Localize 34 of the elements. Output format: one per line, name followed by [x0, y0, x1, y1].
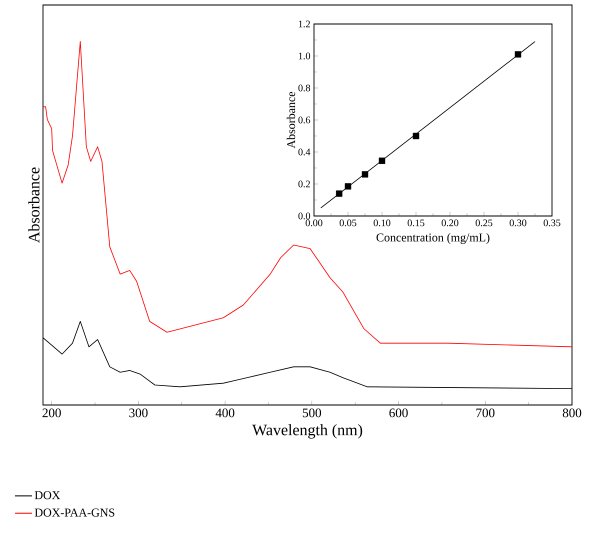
- y-tick-label: 1.2: [298, 20, 310, 28]
- y-axis-title: Absorbance: [28, 167, 40, 243]
- x-tick-label: 700: [476, 408, 494, 418]
- x-tick-label: 0.15: [408, 220, 424, 226]
- x-tick-label: 300: [129, 408, 148, 418]
- y-tick-label: 0.2: [298, 180, 310, 188]
- x-tick-label: 0.20: [442, 220, 458, 226]
- legend-label: DOX: [34, 491, 60, 500]
- point: [514, 51, 522, 58]
- point: [362, 171, 368, 178]
- x-tick-label: 0.35: [544, 220, 560, 226]
- x-tick-label: 0.00: [306, 220, 322, 226]
- point: [412, 132, 420, 140]
- y-tick-label: 0.4: [298, 148, 310, 156]
- x-tick-label: 400: [216, 408, 234, 418]
- x-tick-label: 500: [302, 408, 322, 418]
- x-tick-label: 0.10: [374, 220, 390, 226]
- y-axis-title: Absorbance: [286, 92, 296, 148]
- legend-label: DOX-PAA-GNS: [34, 508, 114, 517]
- y-tick-label: 0.8: [298, 84, 310, 92]
- x-tick-label: 0.05: [340, 220, 356, 226]
- point: [336, 190, 342, 197]
- x-tick-label: 0.25: [476, 220, 492, 226]
- x-axis-title: Wavelength (nm): [252, 424, 362, 439]
- x-tick-label: 200: [42, 408, 61, 418]
- x-tick-label: 600: [389, 408, 408, 418]
- point: [378, 158, 386, 164]
- x-tick-label: 800: [562, 408, 582, 418]
- point: [344, 183, 352, 190]
- y-tick-label: 0.6: [298, 116, 310, 124]
- y-tick-label: 1.0: [298, 52, 310, 60]
- x-tick-label: 0.30: [510, 220, 526, 226]
- x-axis-title: Concentration (mg/mL): [376, 233, 490, 244]
- y-tick-label: 0.0: [298, 212, 310, 220]
